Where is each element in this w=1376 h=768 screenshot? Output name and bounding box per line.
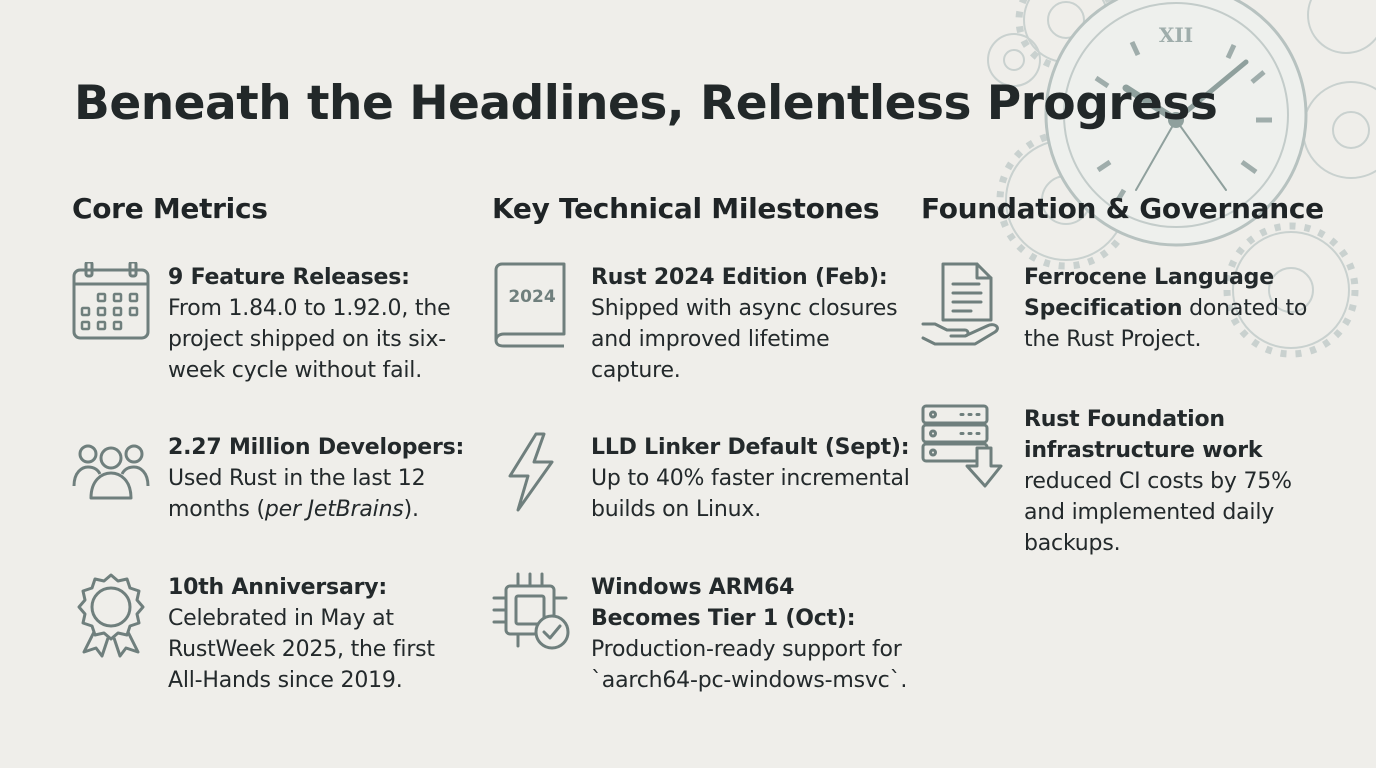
clock-gears-icon: XII bbox=[987, 0, 1376, 358]
item-body: Production-ready support for `aarch64-pc… bbox=[591, 637, 908, 693]
item-bold: Ferrocene Language Specification bbox=[1024, 265, 1274, 321]
item-text: Rust Foundation infrastructure work redu… bbox=[1024, 404, 1324, 559]
chip-checkmark-icon bbox=[492, 572, 572, 652]
clock-numeral: XII bbox=[1159, 23, 1193, 47]
item-body: Used Rust in the last 12 months ( bbox=[168, 466, 426, 522]
column-heading: Key Technical Milestones bbox=[492, 192, 880, 225]
item-bold: Windows ARM64 Becomes Tier 1 (Oct): bbox=[591, 575, 856, 631]
item-body: reduced CI costs by 75% and implemented … bbox=[1024, 469, 1292, 556]
column-heading: Core Metrics bbox=[72, 192, 268, 225]
item-text: Windows ARM64 Becomes Tier 1 (Oct): Prod… bbox=[591, 572, 911, 696]
item-bold: 2.27 Million Developers: bbox=[168, 435, 465, 460]
item-bold: Rust 2024 Edition (Feb): bbox=[591, 265, 888, 290]
technical-milestones-column: Key Technical Milestones 2024 Rust 2024 … bbox=[492, 192, 912, 693]
item-bold: 10th Anniversary: bbox=[168, 575, 387, 600]
item-bold: LLD Linker Default (Sept): bbox=[591, 435, 910, 460]
award-ribbon-icon bbox=[76, 572, 146, 658]
item-text: LLD Linker Default (Sept): Up to 40% fast… bbox=[591, 432, 911, 525]
item-body: Celebrated in May at RustWeek 2025, the … bbox=[168, 606, 435, 693]
server-download-icon bbox=[921, 404, 1003, 490]
foundation-governance-column: Foundation & Governance Ferrocene Langua… bbox=[921, 192, 1351, 556]
item-body-end: ). bbox=[403, 497, 419, 522]
book-icon: 2024 bbox=[492, 262, 568, 348]
item-bold: 9 Feature Releases: bbox=[168, 265, 410, 290]
item-text: 10th Anniversary: Celebrated in May at Ru… bbox=[168, 572, 468, 696]
item-bold: Rust Foundation infrastructure work bbox=[1024, 407, 1263, 463]
item-text: 9 Feature Releases: From 1.84.0 to 1.92.0… bbox=[168, 262, 468, 386]
item-body: donated to the Rust Project. bbox=[1024, 296, 1308, 352]
core-metrics-column: Core Metrics 9 Feature Releases: From 1.8… bbox=[72, 192, 472, 693]
item-text: Rust 2024 Edition (Feb): Shipped with asy… bbox=[591, 262, 911, 386]
calendar-icon bbox=[72, 262, 152, 342]
item-body: From 1.84.0 to 1.92.0, the project shipp… bbox=[168, 296, 451, 383]
page-title: Beneath the Headlines, Relentless Progre… bbox=[74, 76, 1218, 131]
document-hand-icon bbox=[921, 262, 1003, 346]
people-icon bbox=[72, 442, 152, 502]
book-year-label: 2024 bbox=[508, 287, 555, 307]
lightning-bolt-icon bbox=[506, 432, 556, 512]
item-text: Ferrocene Language Specification donated… bbox=[1024, 262, 1324, 355]
item-text: 2.27 Million Developers: Used Rust in the… bbox=[168, 432, 468, 525]
item-body: Shipped with async closures and improved… bbox=[591, 296, 898, 383]
column-heading: Foundation & Governance bbox=[921, 192, 1324, 225]
item-italic: per JetBrains bbox=[264, 497, 404, 522]
item-body: Up to 40% faster incremental builds on L… bbox=[591, 466, 910, 522]
